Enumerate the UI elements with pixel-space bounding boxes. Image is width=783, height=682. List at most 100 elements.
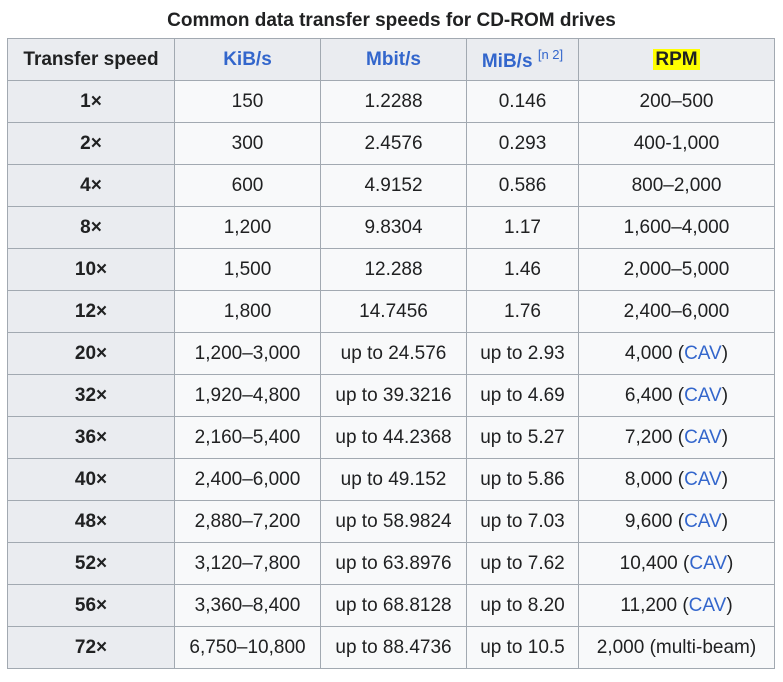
cell-transfer-speed: 1×: [7, 80, 175, 123]
cell-mib: 0.293: [466, 122, 579, 165]
cell-transfer-speed: 12×: [7, 290, 175, 333]
cav-link[interactable]: CAV: [689, 552, 728, 574]
cell-mib: up to 5.27: [466, 416, 579, 459]
cav-link[interactable]: CAV: [684, 426, 722, 448]
cell-mib: 0.146: [466, 80, 579, 123]
cell-mib: 1.17: [466, 206, 579, 249]
cell-mib: up to 7.03: [466, 500, 579, 543]
rpm-value: 2,400–6,000: [623, 300, 730, 322]
cell-mbit: up to 44.2368: [320, 416, 467, 459]
cell-mbit: up to 39.3216: [320, 374, 467, 417]
cell-rpm: 4,000 (CAV): [578, 332, 775, 375]
cell-mbit: 2.4576: [320, 122, 467, 165]
cell-kib: 2,160–5,400: [174, 416, 321, 459]
table-row: 36× 2,160–5,400 up to 44.2368 up to 5.27 7,2…: [7, 416, 775, 459]
table-row: 20× 1,200–3,000 up to 24.576 up to 2.93 4,00…: [7, 332, 775, 375]
rpm-paren: ): [721, 426, 729, 448]
cell-rpm: 2,000 (multi-beam): [578, 626, 775, 669]
cell-mbit: up to 63.8976: [320, 542, 467, 585]
cav-link[interactable]: CAV: [688, 594, 727, 616]
header-transfer-speed: Transfer speed: [7, 38, 175, 81]
header-kib-link[interactable]: KiB/s: [174, 38, 321, 81]
cell-rpm: 1,600–4,000: [578, 206, 775, 249]
cell-rpm: 400-1,000: [578, 122, 775, 165]
cell-mbit: 12.288: [320, 248, 467, 291]
rpm-value: 4,000 (: [624, 342, 685, 364]
cell-rpm: 8,000 (CAV): [578, 458, 775, 501]
header-row: Transfer speed KiB/s Mbit/s MiB/s [n 2] …: [7, 38, 775, 81]
cell-rpm: 10,400 (CAV): [578, 542, 775, 585]
cell-kib: 1,920–4,800: [174, 374, 321, 417]
rpm-value: 10,400 (: [619, 552, 690, 574]
cell-rpm: 6,400 (CAV): [578, 374, 775, 417]
rpm-value: 2,000–5,000: [623, 258, 730, 280]
rpm-paren: ): [721, 384, 729, 406]
cell-rpm: 2,000–5,000: [578, 248, 775, 291]
cell-kib: 1,200–3,000: [174, 332, 321, 375]
table-row: 32× 1,920–4,800 up to 39.3216 up to 4.69 6,4…: [7, 374, 775, 417]
cell-mbit: up to 24.576: [320, 332, 467, 375]
table-row: 12× 1,800 14.7456 1.76 2,400–6,000: [7, 290, 775, 333]
header-mib-link[interactable]: MiB/s: [481, 50, 533, 72]
cell-mib: 0.586: [466, 164, 579, 207]
cell-transfer-speed: 32×: [7, 374, 175, 417]
cell-transfer-speed: 72×: [7, 626, 175, 669]
cell-mib: up to 4.69: [466, 374, 579, 417]
rpm-paren: ): [727, 552, 734, 574]
rpm-value: 800–2,000: [631, 174, 722, 196]
cell-kib: 3,120–7,800: [174, 542, 321, 585]
cell-mib: 1.76: [466, 290, 579, 333]
cell-mbit: 4.9152: [320, 164, 467, 207]
rpm-paren: ): [726, 594, 733, 616]
rpm-paren: ): [721, 468, 729, 490]
cell-mib: up to 7.62: [466, 542, 579, 585]
cell-mbit: up to 88.4736: [320, 626, 467, 669]
cell-kib: 3,360–8,400: [174, 584, 321, 627]
rpm-value: 1,600–4,000: [623, 216, 730, 238]
rpm-value: 9,600 (: [624, 510, 685, 532]
cav-link[interactable]: CAV: [684, 342, 722, 364]
header-mib: MiB/s [n 2]: [466, 38, 579, 81]
header-rpm: RPM: [578, 38, 775, 81]
footnote-n2-link[interactable]: [n 2]: [537, 46, 564, 62]
table-row: 52× 3,120–7,800 up to 63.8976 up to 7.62 10,…: [7, 542, 775, 585]
rpm-value: 400-1,000: [633, 132, 720, 154]
cell-rpm: 200–500: [578, 80, 775, 123]
rpm-value: 6,400 (: [624, 384, 685, 406]
cell-transfer-speed: 10×: [7, 248, 175, 291]
header-rpm-link[interactable]: RPM: [653, 48, 700, 70]
table-row: 10× 1,500 12.288 1.46 2,000–5,000: [7, 248, 775, 291]
cell-mbit: 14.7456: [320, 290, 467, 333]
table-row: 8× 1,200 9.8304 1.17 1,600–4,000: [7, 206, 775, 249]
cell-transfer-speed: 36×: [7, 416, 175, 459]
rpm-value: 11,200 (: [620, 594, 689, 616]
cell-mbit: up to 49.152: [320, 458, 467, 501]
cell-mib: up to 10.5: [466, 626, 579, 669]
cav-link[interactable]: CAV: [684, 468, 722, 490]
cell-kib: 2,880–7,200: [174, 500, 321, 543]
table-row: 1× 150 1.2288 0.146 200–500: [7, 80, 775, 123]
cell-kib: 1,200: [174, 206, 321, 249]
cav-link[interactable]: CAV: [684, 510, 722, 532]
cell-transfer-speed: 40×: [7, 458, 175, 501]
cell-mib: up to 2.93: [466, 332, 579, 375]
cell-mbit: up to 68.8128: [320, 584, 467, 627]
table-row: 4× 600 4.9152 0.586 800–2,000: [7, 164, 775, 207]
rpm-value: 2,000 (multi-beam): [596, 636, 757, 658]
table-caption: Common data transfer speeds for CD-ROM d…: [167, 10, 616, 31]
table-row: 56× 3,360–8,400 up to 68.8128 up to 8.20 11,…: [7, 584, 775, 627]
cell-rpm: 2,400–6,000: [578, 290, 775, 333]
cav-link[interactable]: CAV: [684, 384, 722, 406]
cell-kib: 600: [174, 164, 321, 207]
cell-transfer-speed: 56×: [7, 584, 175, 627]
cell-transfer-speed: 4×: [7, 164, 175, 207]
cell-rpm: 11,200 (CAV): [578, 584, 775, 627]
header-mbit-link[interactable]: Mbit/s: [320, 38, 467, 81]
rpm-value: 8,000 (: [624, 468, 685, 490]
cell-kib: 6,750–10,800: [174, 626, 321, 669]
cell-transfer-speed: 48×: [7, 500, 175, 543]
cell-kib: 1,500: [174, 248, 321, 291]
cell-mbit: 1.2288: [320, 80, 467, 123]
cell-transfer-speed: 52×: [7, 542, 175, 585]
rpm-value: 200–500: [639, 90, 714, 112]
